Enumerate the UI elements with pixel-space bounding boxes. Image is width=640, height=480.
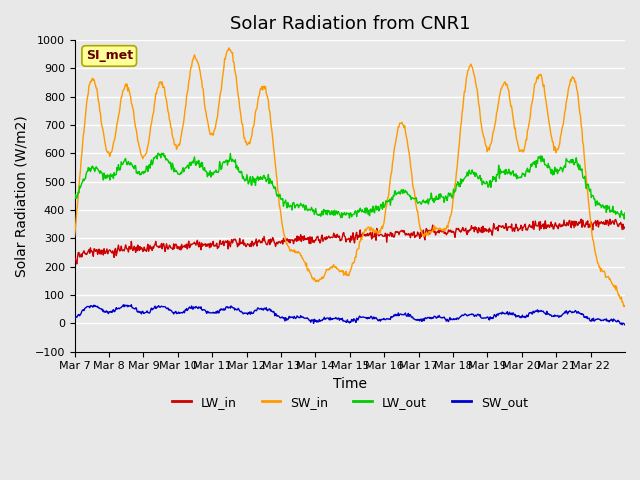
LW_in	[285, 237, 293, 242]
SW_in	[136, 144, 143, 150]
LW_in	[438, 229, 446, 235]
LW_out	[438, 194, 446, 200]
LW_out	[71, 196, 79, 202]
LW_out	[264, 171, 272, 177]
LW_in	[237, 240, 245, 246]
SW_out	[621, 322, 629, 328]
SW_out	[136, 309, 144, 314]
Line: SW_in: SW_in	[75, 48, 625, 307]
Title: Solar Radiation from CNR1: Solar Radiation from CNR1	[230, 15, 470, 33]
Y-axis label: Solar Radiation (W/m2): Solar Radiation (W/m2)	[15, 115, 29, 276]
LW_in	[621, 224, 629, 230]
SW_out	[264, 307, 272, 312]
Line: LW_in: LW_in	[75, 219, 625, 264]
SW_out	[285, 313, 293, 319]
Legend: LW_in, SW_in, LW_out, SW_out: LW_in, SW_in, LW_out, SW_out	[167, 391, 532, 414]
Text: SI_met: SI_met	[86, 49, 132, 62]
SW_out	[237, 309, 245, 314]
X-axis label: Time: Time	[333, 377, 367, 391]
LW_out	[237, 168, 245, 174]
SW_in	[407, 168, 415, 173]
SW_out	[407, 314, 415, 320]
SW_out	[71, 316, 79, 322]
SW_in	[438, 227, 446, 233]
SW_out	[120, 302, 127, 308]
LW_out	[407, 197, 415, 203]
SW_in	[237, 115, 245, 120]
SW_out	[438, 315, 446, 321]
LW_out	[285, 204, 293, 210]
LW_in	[136, 244, 144, 250]
LW_in	[577, 216, 585, 222]
SW_in	[225, 45, 233, 51]
SW_in	[285, 245, 293, 251]
LW_out	[620, 216, 628, 222]
SW_in	[264, 98, 272, 104]
Line: LW_out: LW_out	[75, 153, 625, 219]
LW_in	[264, 237, 272, 243]
Line: SW_out: SW_out	[75, 305, 625, 325]
LW_out	[154, 150, 162, 156]
LW_in	[73, 261, 81, 267]
SW_in	[71, 233, 79, 239]
LW_out	[621, 210, 629, 216]
LW_in	[71, 254, 79, 260]
LW_in	[407, 230, 415, 236]
SW_in	[620, 304, 628, 310]
SW_in	[621, 302, 629, 308]
LW_out	[136, 168, 143, 174]
